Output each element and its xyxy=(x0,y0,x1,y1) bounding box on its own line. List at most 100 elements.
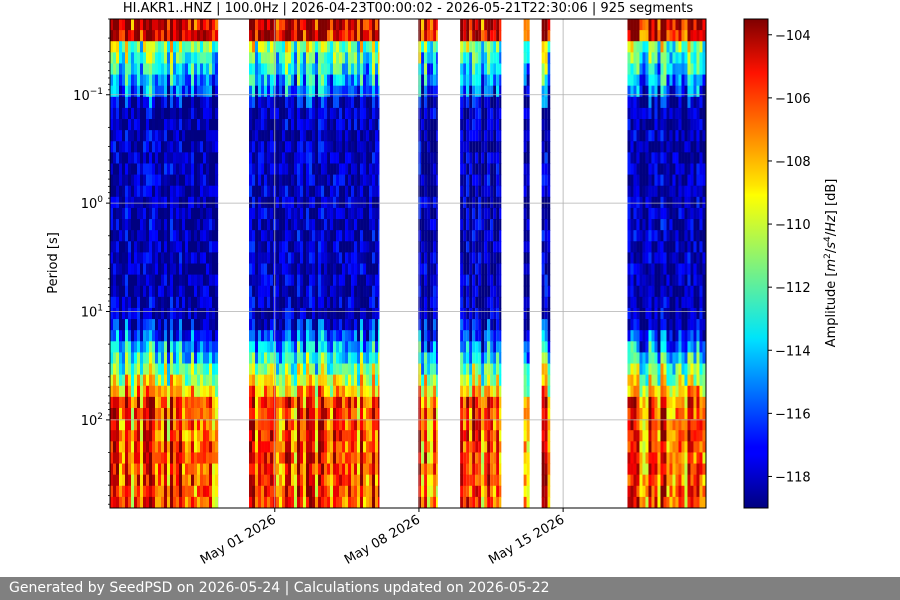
heatmap-cell xyxy=(627,185,631,198)
heatmap-cell xyxy=(499,130,502,142)
heatmap-cell xyxy=(642,63,646,76)
heatmap-cell xyxy=(312,119,316,131)
heatmap-cell xyxy=(179,474,182,487)
heatmap-cell xyxy=(276,307,280,320)
heatmap-cell xyxy=(116,174,119,187)
heatmap-cell xyxy=(378,352,380,365)
heatmap-cell xyxy=(424,207,428,220)
heatmap-cell xyxy=(541,74,545,87)
heatmap-cell xyxy=(185,185,188,198)
heatmap-cell xyxy=(191,163,194,176)
heatmap-cell xyxy=(339,219,343,231)
heatmap-cell xyxy=(475,463,479,476)
heatmap-cell xyxy=(493,396,497,409)
heatmap-cell xyxy=(173,374,176,387)
heatmap-cell xyxy=(203,152,206,165)
heatmap-cell xyxy=(276,152,280,165)
heatmap-cell xyxy=(185,396,188,409)
heatmap-cell xyxy=(255,130,259,142)
heatmap-cell xyxy=(478,41,482,53)
heatmap-cell xyxy=(472,485,476,498)
heatmap-cell xyxy=(312,396,316,409)
heatmap-cell xyxy=(366,130,370,142)
heatmap-cell xyxy=(318,219,322,231)
heatmap-cell xyxy=(424,274,428,287)
heatmap-cell xyxy=(288,330,292,342)
heatmap-cell xyxy=(173,230,176,242)
heatmap-cell xyxy=(369,407,373,420)
heatmap-cell xyxy=(140,274,143,287)
heatmap-cell xyxy=(351,496,355,508)
heatmap-cell xyxy=(421,474,425,487)
heatmap-cell xyxy=(478,374,482,387)
heatmap-cell xyxy=(312,319,316,331)
heatmap-cell xyxy=(255,19,259,31)
heatmap-cell xyxy=(110,152,113,165)
heatmap-cell xyxy=(306,196,310,209)
heatmap-cell xyxy=(188,196,191,209)
heatmap-cell xyxy=(430,252,434,265)
heatmap-cell xyxy=(158,374,161,387)
heatmap-cell xyxy=(279,452,283,465)
heatmap-cell xyxy=(633,330,637,342)
heatmap-cell xyxy=(378,307,380,320)
heatmap-cell xyxy=(279,174,283,187)
heatmap-cell xyxy=(366,19,370,31)
heatmap-cell xyxy=(541,496,545,508)
heatmap-cell xyxy=(185,496,188,508)
heatmap-cell xyxy=(463,274,467,287)
heatmap-cell xyxy=(633,185,637,198)
heatmap-cell xyxy=(206,496,209,508)
heatmap-cell xyxy=(306,30,310,42)
heatmap-cell xyxy=(116,130,119,142)
heatmap-cell xyxy=(140,352,143,365)
heatmap-cell xyxy=(270,30,274,42)
heatmap-cell xyxy=(363,463,367,476)
heatmap-cell xyxy=(336,430,340,442)
heatmap-cell xyxy=(206,296,209,309)
heatmap-cell xyxy=(119,430,122,442)
heatmap-cell xyxy=(134,130,137,142)
heatmap-cell xyxy=(547,63,551,76)
heatmap-cell xyxy=(170,263,173,276)
heatmap-cell xyxy=(155,452,158,465)
heatmap-cell xyxy=(348,41,352,53)
heatmap-cell xyxy=(315,452,319,465)
heatmap-cell xyxy=(276,252,280,265)
heatmap-cell xyxy=(318,74,322,87)
heatmap-cell xyxy=(433,452,437,465)
heatmap-cell xyxy=(366,274,370,287)
heatmap-cell xyxy=(360,230,364,242)
heatmap-cell xyxy=(378,30,380,42)
heatmap-cell xyxy=(125,319,128,331)
heatmap-cell xyxy=(544,74,548,87)
heatmap-cell xyxy=(131,363,134,376)
heatmap-cell xyxy=(285,307,289,320)
heatmap-cell xyxy=(131,319,134,331)
heatmap-cell xyxy=(303,441,307,454)
heatmap-cell xyxy=(294,174,298,187)
heatmap-cell xyxy=(176,119,179,131)
heatmap-cell xyxy=(282,363,286,376)
heatmap-cell xyxy=(472,263,476,276)
heatmap-cell xyxy=(170,307,173,320)
heatmap-cell xyxy=(499,63,502,76)
heatmap-cell xyxy=(261,19,265,31)
heatmap-cell xyxy=(110,107,113,120)
heatmap-cell xyxy=(303,296,307,309)
heatmap-cell xyxy=(318,30,322,42)
heatmap-cell xyxy=(636,407,640,420)
heatmap-cell xyxy=(421,85,425,98)
heatmap-cell xyxy=(478,496,482,508)
heatmap-cell xyxy=(484,30,488,42)
heatmap-cell xyxy=(460,363,464,376)
heatmap-cell xyxy=(197,241,200,253)
heatmap-cell xyxy=(523,319,527,331)
heatmap-cell xyxy=(209,252,212,265)
heatmap-cell xyxy=(378,96,380,109)
heatmap-cell xyxy=(297,396,301,409)
heatmap-cell xyxy=(137,174,140,187)
heatmap-cell xyxy=(630,296,634,309)
heatmap-cell xyxy=(327,96,331,109)
heatmap-cell xyxy=(472,152,476,165)
